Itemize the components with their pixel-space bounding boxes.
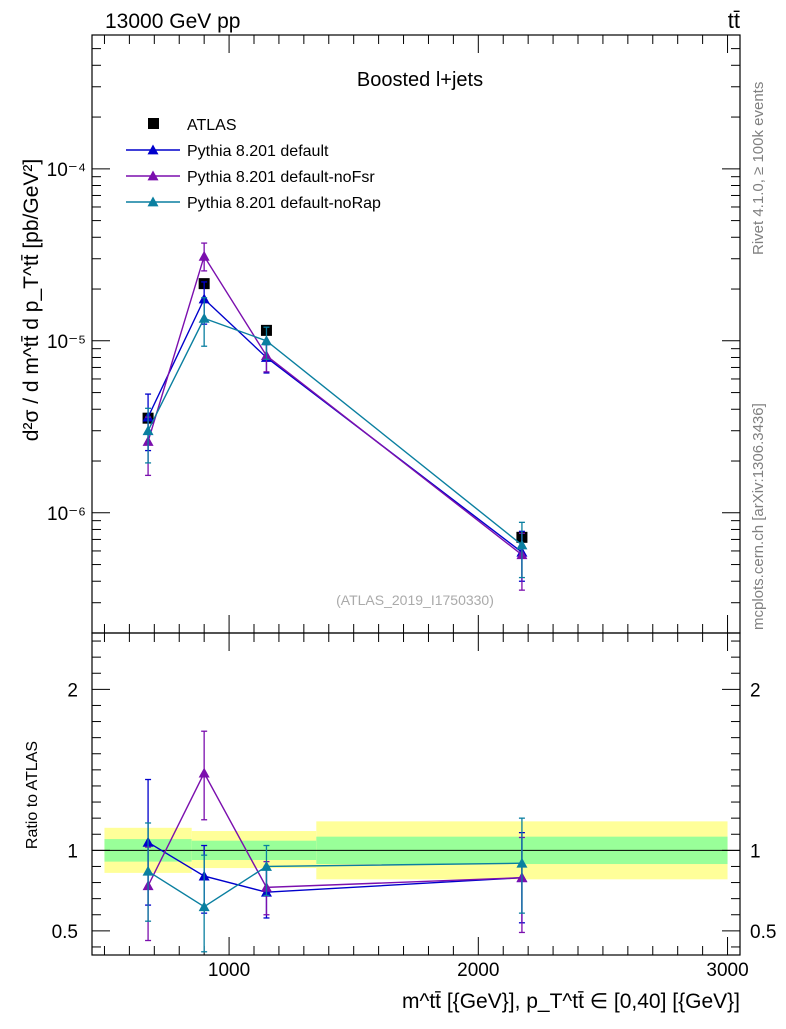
ratio-y-tick-label-right: 0.5 — [750, 922, 776, 943]
x-tick-label: 3000 — [706, 960, 748, 981]
ratio-frame — [91, 632, 741, 956]
legend-marker-triangle — [147, 144, 159, 155]
ratio-series-layer — [142, 730, 528, 953]
main-axis-ticks: 10⁻⁶ 10⁻⁵ 10⁻⁴ — [47, 35, 740, 634]
legend-marker-square — [148, 118, 159, 129]
ratio-data-point — [198, 901, 210, 912]
legend-label: Pythia 8.201 default-noRap — [187, 195, 381, 212]
main-y-tick-label: 10⁻⁵ — [47, 332, 86, 353]
rivet-label: Rivet 4.1.0, ≥ 100k events — [750, 82, 767, 255]
mcplots-label: mcplots.cern.ch [arXiv:1306.3436] — [750, 403, 767, 630]
ratio-series-line — [147, 862, 522, 908]
ratio-panel: 0.5 0.5 1 1 2 2 1000 2000 3000 Ratio to ATLAS m^… — [24, 632, 776, 1013]
main-series-line — [147, 317, 523, 546]
legend-label: Pythia 8.201 default-noFsr — [187, 169, 375, 186]
main-panel: 10⁻⁶ 10⁻⁵ 10⁻⁴ Boosted l+jets (ATLAS_2019_… — [20, 34, 741, 634]
main-y-tick-label: 10⁻⁴ — [47, 160, 86, 181]
mc-data-point — [260, 335, 272, 346]
legend: ATLAS Pythia 8.201 default Pythia 8.201 de… — [126, 117, 381, 212]
main-series-layer — [142, 242, 528, 591]
ratio-series-line — [147, 841, 522, 893]
ratio-data-point — [516, 857, 528, 868]
ratio-y-tick-label: 0.5 — [52, 922, 78, 943]
ratio-y-axis-label: Ratio to ATLAS — [24, 741, 41, 849]
mc-data-point — [142, 425, 154, 436]
ratio-y-tick-label-right: 2 — [750, 680, 761, 701]
legend-marker-triangle — [147, 170, 159, 181]
mc-data-point — [516, 539, 528, 550]
mc-data-point — [198, 250, 210, 261]
ratio-y-tick-label: 1 — [67, 841, 78, 862]
analysis-label: (ATLAS_2019_I1750330) — [336, 592, 494, 608]
process-label: tt̄ — [728, 8, 740, 33]
main-y-axis-label: d²σ / d m^tt̄ d p_T^tt̄ [pb/GeV²] — [20, 159, 43, 441]
ratio-data-point — [142, 865, 154, 876]
legend-marker-triangle — [147, 196, 159, 207]
x-tick-label: 1000 — [208, 960, 250, 981]
main-title: Boosted l+jets — [357, 69, 483, 91]
ratio-series-line — [147, 771, 522, 889]
ratio-y-tick-label-right: 1 — [750, 841, 761, 862]
ratio-y-tick-label: 2 — [67, 680, 78, 701]
main-series-line — [147, 254, 523, 556]
main-y-tick-label: 10⁻⁶ — [47, 504, 86, 525]
energy-label: 13000 GeV pp — [105, 10, 240, 33]
legend-label: Pythia 8.201 default — [187, 143, 329, 160]
legend-label: ATLAS — [187, 117, 237, 134]
x-axis-label: m^tt̄ [{GeV}], p_T^tt̄ ∈ [0,40] [{GeV}] — [402, 990, 740, 1013]
x-tick-label: 2000 — [457, 960, 499, 981]
ratio-data-point — [260, 860, 272, 871]
ratio-data-point — [198, 767, 210, 778]
mc-data-point — [198, 312, 210, 323]
ratio-axis-ticks: 0.5 0.5 1 1 2 2 1000 2000 3000 — [52, 633, 776, 981]
